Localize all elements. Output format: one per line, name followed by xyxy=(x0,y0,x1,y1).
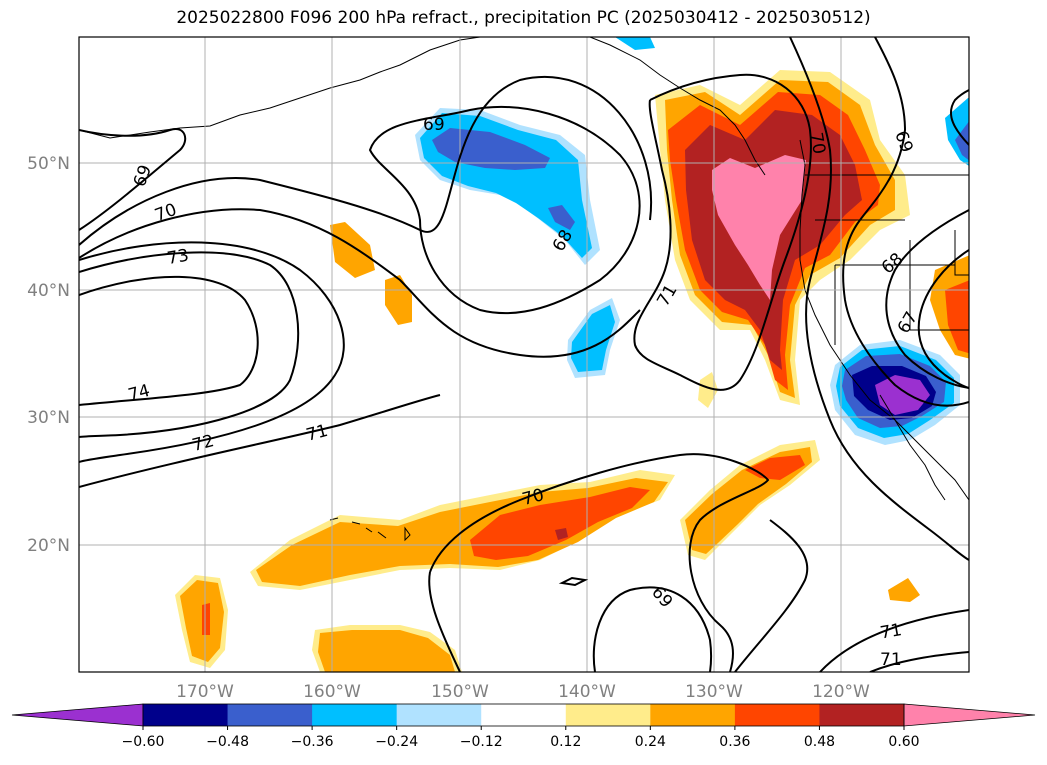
negative-anomaly-region xyxy=(955,121,969,161)
lon-label: 140°W xyxy=(558,682,616,702)
positive-anomaly-region xyxy=(888,578,920,602)
negative-anomaly-region xyxy=(875,375,930,415)
contour-line xyxy=(950,89,969,146)
contour-line xyxy=(885,209,969,389)
contour-label: 73 xyxy=(166,246,191,269)
contour-line xyxy=(917,249,969,389)
positive-anomaly-region xyxy=(330,222,375,278)
positive-anomaly-region xyxy=(470,487,650,560)
colorbar-tick-label: 0.36 xyxy=(719,734,750,750)
negative-anomaly-region xyxy=(615,37,655,50)
colorbar-tick-label: −0.12 xyxy=(460,734,503,750)
precip-shading xyxy=(175,37,969,672)
colorbar-tick-label: −0.48 xyxy=(206,734,249,750)
positive-anomaly-region xyxy=(555,528,568,540)
colorbar-segment xyxy=(819,704,905,726)
lon-label: 150°W xyxy=(431,682,489,702)
gridlines xyxy=(79,37,969,672)
lat-label: 40°N xyxy=(27,281,70,301)
alaska-coastline xyxy=(79,37,481,139)
positive-anomaly-region xyxy=(318,630,455,672)
colorbar-tick-label: 0.60 xyxy=(888,734,919,750)
contour-line xyxy=(592,586,713,672)
colorbar-tick-label: 0.48 xyxy=(804,734,835,750)
colorbar-tick-label: −0.24 xyxy=(375,734,418,750)
colorbar-segment xyxy=(734,704,820,726)
lon-label: 170°W xyxy=(176,682,234,702)
contour-line xyxy=(789,37,969,561)
contour-line xyxy=(842,37,969,407)
contour-line xyxy=(79,208,641,358)
baja-coastline xyxy=(879,394,946,501)
lat-label: 30°N xyxy=(27,408,70,428)
contour-label: 70 xyxy=(805,131,828,156)
contour-label: 71 xyxy=(880,650,902,670)
contour-line xyxy=(429,453,770,672)
colorbar-segment xyxy=(650,704,736,726)
lat-label: 20°N xyxy=(27,536,70,556)
colorbar-segment xyxy=(227,704,313,726)
colorbar-extend-min xyxy=(11,703,144,727)
contour-line xyxy=(79,394,441,488)
contour-line xyxy=(79,128,187,231)
contour-line xyxy=(558,576,589,587)
contour-line xyxy=(79,275,259,406)
colorbar-segment xyxy=(396,704,482,726)
colorbar-segment xyxy=(312,704,398,726)
colorbar-segment xyxy=(143,704,229,726)
longitude-labels: 170°W 160°W 150°W 140°W 130°W 120°W xyxy=(176,682,870,702)
positive-anomaly-region xyxy=(202,603,210,635)
map-area: 69 69 70 73 74 72 71 68 71 70 69 68 67 7… xyxy=(79,37,969,672)
lon-label: 120°W xyxy=(812,682,870,702)
colorbar-tick-label: 0.12 xyxy=(550,734,581,750)
alaska-coastline xyxy=(589,37,766,176)
positive-anomaly-region xyxy=(385,275,412,325)
colorbar-frame xyxy=(142,703,905,727)
contour-line xyxy=(869,651,969,672)
contour-line xyxy=(819,609,969,672)
colorbar-segment xyxy=(481,704,567,726)
hawaii-islands xyxy=(329,517,411,542)
negative-anomaly-region xyxy=(571,305,615,372)
contour-line xyxy=(428,571,461,672)
lon-label: 160°W xyxy=(303,682,361,702)
colorbar-tick-label: 0.24 xyxy=(635,734,666,750)
contour-line xyxy=(79,251,300,438)
contour-line xyxy=(79,241,345,463)
positive-anomaly-region xyxy=(945,280,969,354)
negative-anomaly-region xyxy=(432,128,550,170)
negative-anomaly-region xyxy=(548,205,575,230)
lon-label: 130°W xyxy=(685,682,743,702)
contour-line xyxy=(368,106,641,315)
contour-label: 69 xyxy=(423,115,445,135)
contour-label: 71 xyxy=(879,620,904,643)
colorbar-tick-label: −0.36 xyxy=(291,734,334,750)
colorbar-tick-label: −0.60 xyxy=(122,734,165,750)
map-frame xyxy=(78,36,970,673)
latitude-labels: 50°N 40°N 30°N 20°N xyxy=(27,154,70,556)
contour-line xyxy=(79,75,653,246)
refractivity-contours xyxy=(79,37,969,672)
map-title: 2025022800 F096 200 hPa refract., precip… xyxy=(176,8,871,28)
positive-anomaly-region xyxy=(712,155,806,300)
colorbar: −0.60 −0.48 −0.36 −0.24 −0.12 0.12 0.24 0.36 0.4… xyxy=(11,703,1036,750)
contour-line xyxy=(633,73,812,391)
contour-line xyxy=(734,519,809,672)
lat-label: 50°N xyxy=(27,154,70,174)
positive-anomaly-region xyxy=(698,372,718,408)
colorbar-segment xyxy=(565,704,651,726)
colorbar-extend-max xyxy=(903,703,1036,727)
